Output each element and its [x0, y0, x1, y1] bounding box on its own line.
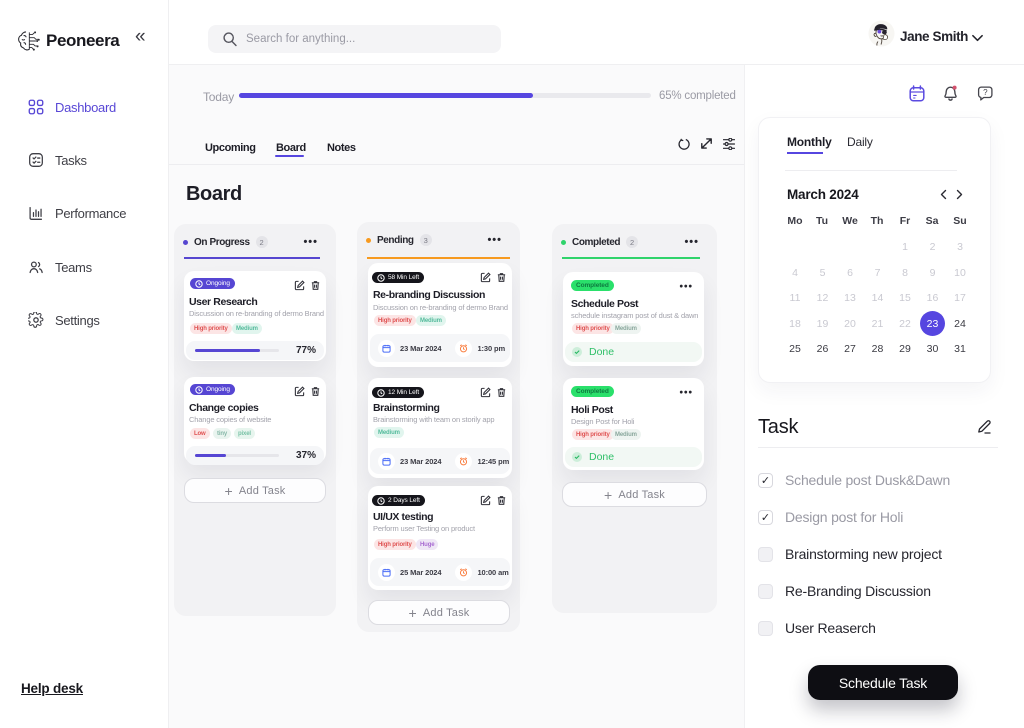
svg-text:?: ? — [983, 88, 988, 97]
